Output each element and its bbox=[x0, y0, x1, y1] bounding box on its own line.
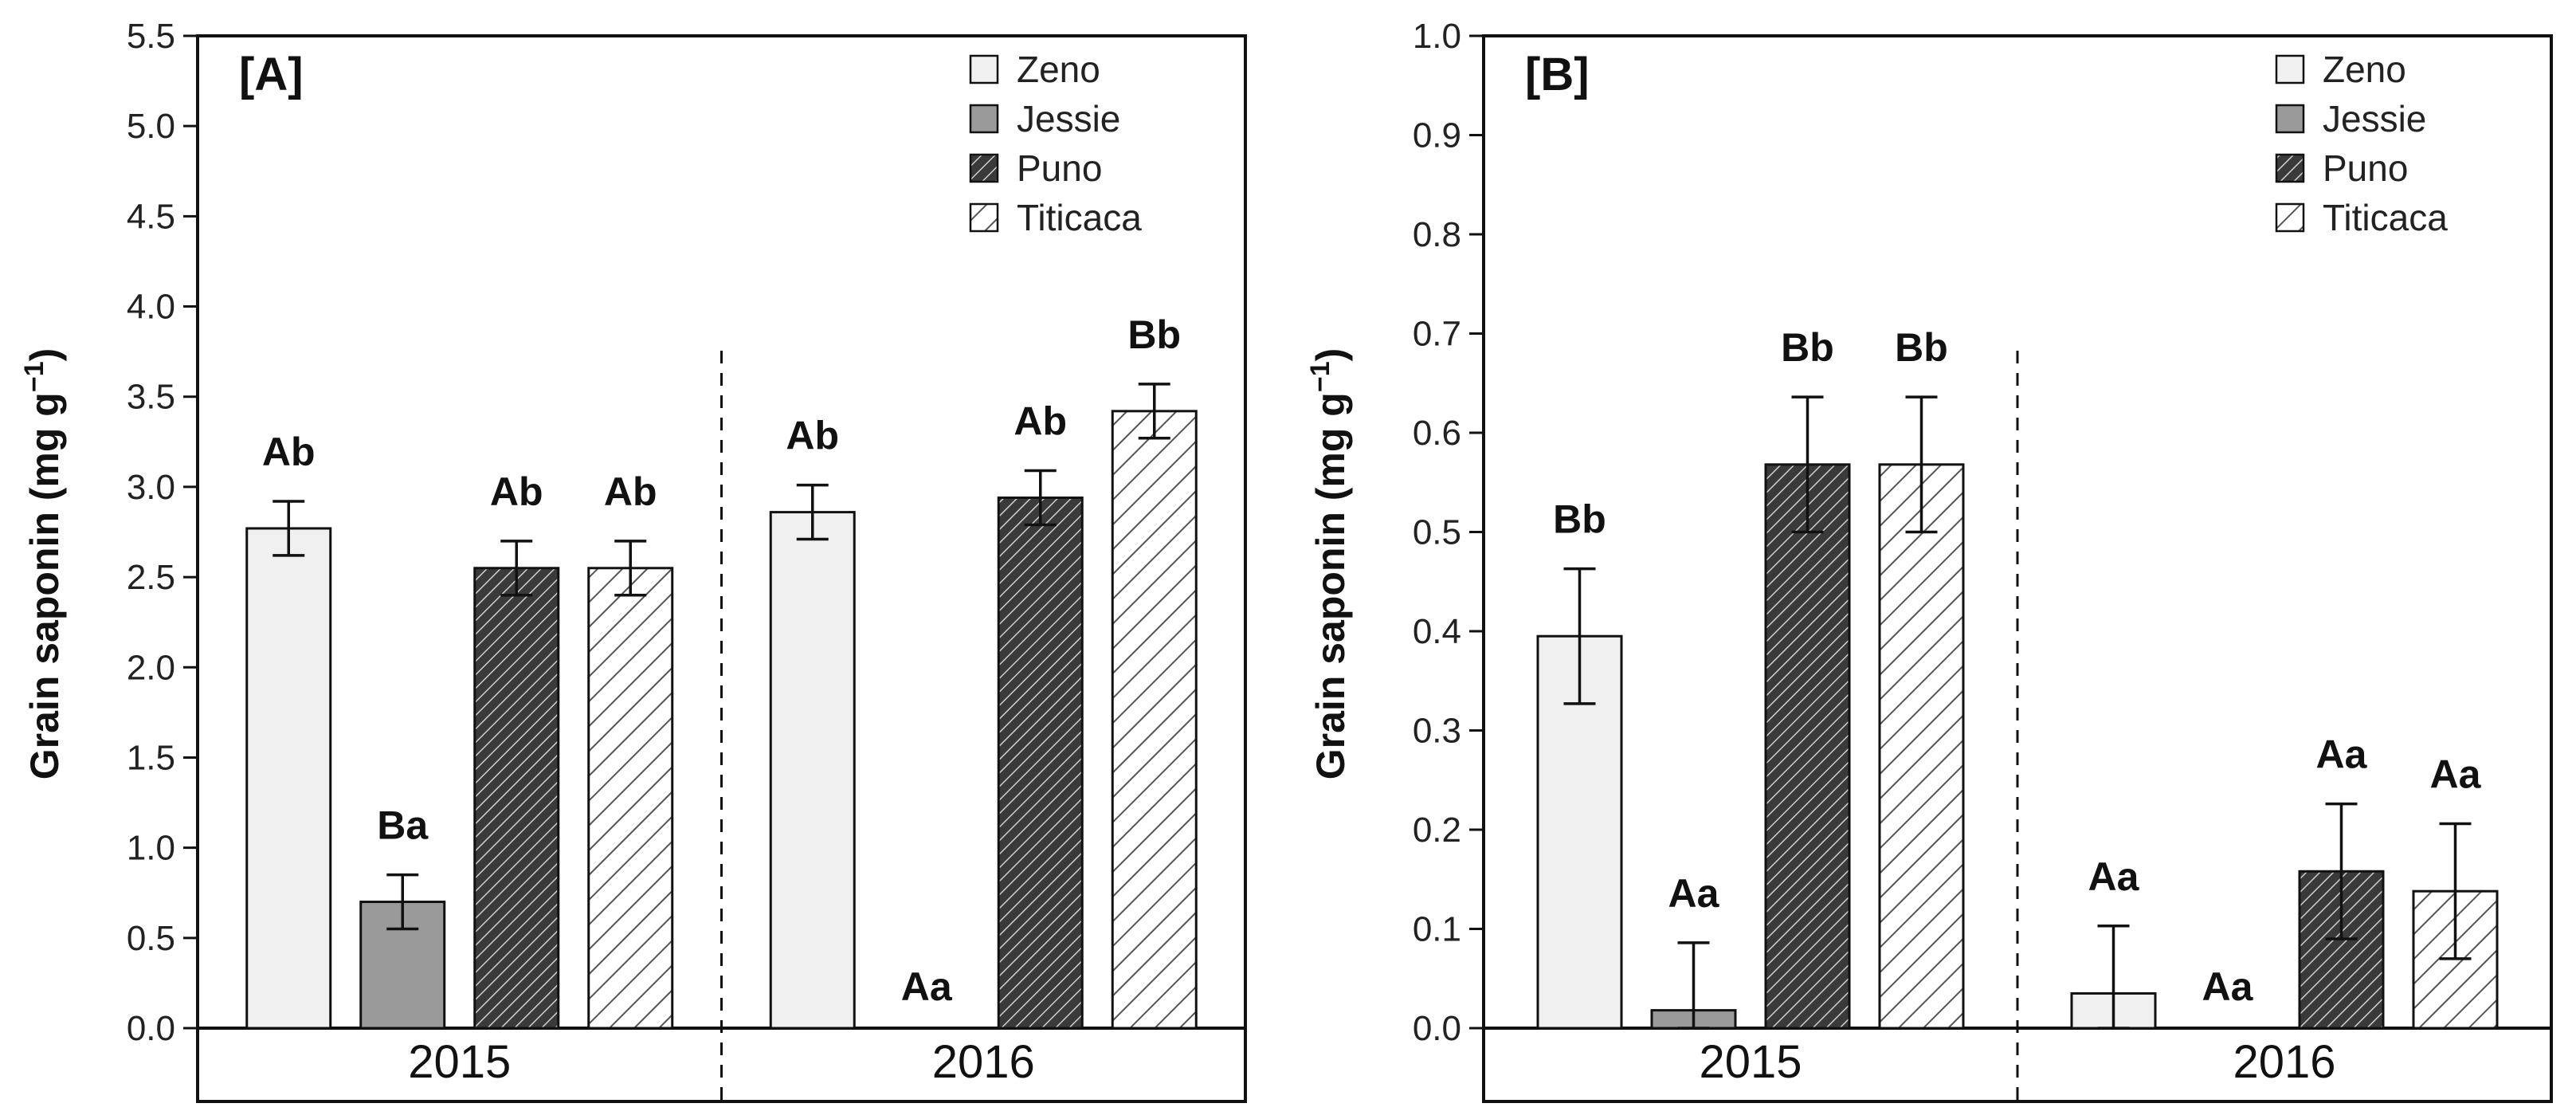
significance-letter: Aa bbox=[901, 964, 953, 1009]
legend-label-zeno: Zeno bbox=[1017, 49, 1100, 90]
y-tick-label: 0.0 bbox=[1413, 1009, 1461, 1048]
y-tick-label: 1.0 bbox=[127, 829, 175, 868]
panel-label: [B] bbox=[1525, 49, 1590, 100]
legend-label-jessie: Jessie bbox=[2323, 98, 2426, 139]
legend-swatch-zeno bbox=[969, 54, 999, 84]
legend-swatch-jessie bbox=[969, 104, 999, 134]
bar-zeno bbox=[769, 511, 856, 1030]
y-tick-label: 0.5 bbox=[1413, 513, 1461, 552]
panel-label: [A] bbox=[239, 49, 304, 100]
plot-frame bbox=[196, 34, 1247, 1103]
significance-letter: Bb bbox=[1895, 325, 1948, 370]
legend-label-puno: Puno bbox=[2323, 147, 2408, 189]
y-axis-title: Grain saponin (mg g−1) bbox=[1305, 348, 1353, 780]
y-tick-label: 4.5 bbox=[127, 197, 175, 236]
y-tick-label: 5.0 bbox=[127, 107, 175, 146]
y-tick-label: 1.0 bbox=[1413, 17, 1461, 56]
significance-letter: Aa bbox=[1668, 871, 1720, 916]
y-tick-label: 2.5 bbox=[127, 558, 175, 597]
x-category-label: 2015 bbox=[408, 1036, 511, 1088]
significance-letter: Ab bbox=[262, 430, 316, 474]
significance-letter: Aa bbox=[2316, 732, 2368, 777]
legend-swatch-titicaca bbox=[969, 202, 999, 233]
significance-letter: Ab bbox=[786, 414, 839, 458]
y-tick-label: 0.6 bbox=[1413, 414, 1461, 453]
legend-swatch-titicaca bbox=[2275, 202, 2305, 233]
bar-titicaca bbox=[587, 567, 674, 1030]
y-tick-label: 0.7 bbox=[1413, 315, 1461, 354]
x-category-label: 2016 bbox=[2233, 1036, 2335, 1088]
y-tick-label: 0.1 bbox=[1413, 910, 1461, 949]
y-tick-label: 2.0 bbox=[127, 648, 175, 687]
significance-letter: Ab bbox=[604, 469, 657, 514]
significance-letter: Aa bbox=[2202, 964, 2254, 1009]
y-tick-label: 5.5 bbox=[127, 17, 175, 56]
significance-letter: Aa bbox=[2430, 752, 2482, 797]
significance-letter: Ab bbox=[1014, 399, 1067, 444]
legend-swatch-puno bbox=[969, 153, 999, 183]
significance-letter: Bb bbox=[1553, 497, 1606, 542]
bar-zeno bbox=[245, 527, 332, 1030]
y-tick-label: 0.0 bbox=[127, 1009, 175, 1048]
bar-puno bbox=[473, 567, 560, 1030]
legend-swatch-puno bbox=[2275, 153, 2305, 183]
legend-swatch-jessie bbox=[2275, 104, 2305, 134]
legend-label-jessie: Jessie bbox=[1017, 98, 1120, 139]
bar-puno bbox=[1764, 463, 1851, 1030]
significance-letter: Ab bbox=[490, 469, 543, 514]
y-tick-label: 0.2 bbox=[1413, 811, 1461, 850]
chart-panel-a: 0.0 0.5 1.0 1.5 2.0 2.5 3.0 3.5 4.0 4.5 5.0 5.5 Grai… bbox=[19, 17, 1247, 1103]
x-category-label: 2016 bbox=[932, 1036, 1035, 1088]
x-category-label: 2015 bbox=[1699, 1036, 1802, 1088]
significance-letter: Bb bbox=[1127, 312, 1181, 357]
legend-label-titicaca: Titicaca bbox=[2323, 197, 2448, 238]
y-tick-label: 3.5 bbox=[127, 378, 175, 417]
y-tick-label: 0.9 bbox=[1413, 116, 1461, 155]
significance-letter: Aa bbox=[2088, 854, 2140, 899]
significance-letter: Ba bbox=[377, 803, 429, 848]
legend-label-puno: Puno bbox=[1017, 147, 1102, 189]
y-tick-label: 4.0 bbox=[127, 288, 175, 327]
legend-label-titicaca: Titicaca bbox=[1017, 197, 1142, 238]
y-tick-label: 0.3 bbox=[1413, 712, 1461, 751]
y-tick-label: 0.8 bbox=[1413, 215, 1461, 254]
significance-letter: Bb bbox=[1781, 325, 1834, 370]
legend-swatch-zeno bbox=[2275, 54, 2305, 84]
y-axis-title: Grain saponin (mg g−1) bbox=[19, 348, 67, 780]
y-tick-label: 0.4 bbox=[1413, 612, 1461, 651]
bar-titicaca bbox=[1878, 463, 1965, 1030]
y-tick-label: 3.0 bbox=[127, 468, 175, 507]
y-tick-label: 0.5 bbox=[127, 919, 175, 958]
y-tick-label: 1.5 bbox=[127, 738, 175, 777]
bar-puno bbox=[997, 496, 1084, 1030]
chart-panel-b: 0.0 0.1 0.2 0.3 0.4 0.5 0.6 0.7 0.8 0.9 1.0 Grain s… bbox=[1305, 17, 2553, 1103]
bar-titicaca bbox=[1111, 410, 1198, 1030]
plot-frame bbox=[1482, 34, 2553, 1103]
legend-label-zeno: Zeno bbox=[2323, 49, 2406, 90]
